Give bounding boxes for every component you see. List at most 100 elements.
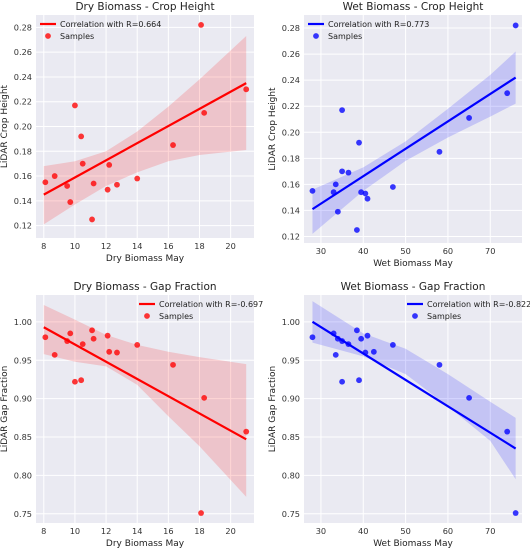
panel-4-sample-point: [339, 338, 345, 344]
panel-4-y-tick-label: 1.00: [282, 317, 300, 327]
panel-4-legend-point-swatch: [412, 313, 418, 319]
panel-3-x-tick-label: 10: [70, 526, 80, 536]
panel-1-sample-point: [64, 183, 71, 189]
panel-1-x-tick-label: 16: [163, 241, 173, 251]
panel-3-y-tick-label: 0.75: [14, 509, 32, 519]
panel-1-plot-content: [42, 22, 250, 225]
panel-4-confidence-band: [312, 301, 516, 480]
panel-4-legend-point-label: Samples: [427, 312, 461, 321]
panel-2-sample-point: [389, 184, 396, 190]
panel-1-x-tick-label: 14: [132, 241, 142, 251]
panel-3-legend-line-label: Correlation with R=-0.697: [159, 300, 263, 309]
panel-1-sample-point: [90, 180, 97, 187]
panel-3-legend: Correlation with R=-0.697 Samples: [139, 300, 263, 321]
panel-3-x-tick-label: 12: [101, 526, 111, 536]
panel-3-sample-point: [79, 341, 86, 348]
panel-1-sample-point: [79, 160, 86, 167]
panel-1-sample-point: [198, 22, 204, 28]
panel-2-legend-point-swatch: [313, 33, 319, 39]
panel-2-x-tick-label: 70: [485, 246, 495, 256]
panel-2-sample-point: [339, 107, 345, 114]
panel-1-sample-point: [106, 162, 113, 168]
panel-3-y-tick-label: 0.95: [14, 355, 32, 365]
panel-1-y-tick-label: 0.24: [14, 72, 32, 82]
panel-2-sample-point: [330, 189, 337, 196]
panel-1-x-tick-label: 8: [41, 241, 46, 251]
panel-1-confidence-band: [43, 36, 247, 225]
panel-4-x-tick-label: 60: [443, 526, 453, 536]
panel-4-x-tick-label: 30: [316, 526, 326, 536]
panel-3-x-axis-label: Dry Biomass May: [106, 539, 185, 549]
panel-3-sample-point: [201, 394, 208, 401]
panel-3-x-tick-label: 20: [225, 526, 235, 536]
panel-4-x-tick-label: 70: [485, 526, 495, 536]
panel-2-sample-point: [345, 169, 352, 176]
panel-2-sample-point: [504, 90, 511, 97]
panel-1-y-tick-label: 0.28: [14, 22, 32, 32]
panel-2-x-axis-label: Wet Biomass May: [373, 259, 453, 269]
panel-4-y-tick-label: 0.90: [282, 394, 300, 404]
panel-2-sample-point: [332, 181, 339, 188]
panel-4-sample-point: [332, 351, 339, 358]
panel-1-sample-point: [243, 86, 250, 93]
panel-2-y-tick-label: 0.12: [282, 231, 300, 241]
panel-4-y-tick-label: 0.95: [282, 355, 300, 365]
panel-1-sample-point: [104, 186, 111, 193]
panel-3-sample-point: [51, 351, 58, 358]
panel-2-plot-content: [309, 22, 519, 234]
panel-2-y-tick-label: 0.22: [282, 101, 300, 111]
panel-2-sample-point: [364, 195, 371, 202]
panel-1-sample-point: [134, 175, 141, 182]
panel-3-sample-point: [114, 349, 120, 356]
panel-2-sample-point: [354, 227, 360, 233]
panel-3-y-tick-label: 0.85: [14, 432, 32, 442]
panel-4-sample-point: [362, 349, 369, 356]
panel-2-sample-point: [512, 22, 519, 29]
panel-2-legend-point-label: Samples: [328, 32, 362, 41]
panel-4-y-tick-label: 0.80: [282, 470, 300, 480]
panel-4-legend-line-label: Correlation with R=-0.822: [427, 300, 530, 309]
panel-1-x-tick-label: 10: [70, 241, 80, 251]
panel-1-sample-point: [114, 181, 120, 188]
panel-2-sample-point: [334, 208, 341, 215]
panel-2-x-tick-label: 60: [443, 246, 453, 256]
panel-3-sample-point: [243, 428, 250, 435]
panel-4-sample-point: [358, 335, 365, 342]
panel-4-sample-point: [364, 332, 371, 339]
panel-4-y-tick-label: 0.75: [282, 509, 300, 519]
panel-3-sample-point: [67, 330, 74, 337]
panel-1-sample-point: [170, 142, 176, 148]
panel-4-sample-point: [330, 330, 337, 337]
panel-1-y-tick-label: 0.20: [14, 122, 32, 132]
panel-3-y-tick-label: 0.90: [14, 394, 32, 404]
panel-2-sample-point: [362, 190, 369, 197]
panel-2-y-axis-label: LiDAR Crop Height: [268, 87, 278, 171]
panel-3-x-tick-label: 8: [41, 526, 46, 536]
panel-1-y-tick-label: 0.22: [14, 97, 32, 107]
panel-1-legend-point-swatch: [45, 33, 51, 39]
panel-4-sample-point: [466, 394, 472, 401]
panel-1-sample-point: [67, 199, 74, 205]
panel-2-sample-point: [339, 168, 345, 175]
panel-1-sample-point: [42, 179, 49, 186]
panel-3-regression-line: [43, 326, 247, 441]
panel-4-x-axis-label: Wet Biomass May: [373, 539, 453, 549]
panel-2-sample-point: [356, 139, 362, 146]
panel-1-legend-point-label: Samples: [60, 32, 94, 41]
panel-3-sample-point: [64, 338, 71, 344]
panel-1-x-tick-label: 20: [225, 241, 235, 251]
panel-4: 30 40 50 60 70 0.75 0.80 0.85 0.90 0.95 1.00 Wet Bi…: [268, 281, 530, 549]
panel-1-y-tick-label: 0.26: [14, 47, 32, 57]
panel-2-y-tick-label: 0.28: [282, 23, 300, 33]
panel-2: 30 40 50 60 70 0.12 0.14 0.16 0.18 0.20 0.22 0.24 0.…: [268, 1, 522, 269]
panel-4-sample-point: [389, 341, 396, 348]
panel-1-y-axis-label: LiDAR Crop Height: [0, 84, 10, 168]
panel-2-x-tick-label: 50: [400, 246, 410, 256]
panel-3-sample-point: [106, 348, 113, 355]
panel-4-legend: Correlation with R=-0.822 Samples: [407, 300, 530, 321]
panel-4-y-axis-label: LiDAR Gap Fraction: [268, 366, 278, 453]
panel-4-sample-point: [354, 327, 360, 334]
panel-3-legend-point-swatch: [144, 313, 150, 319]
panel-3-sample-point: [42, 334, 49, 341]
panel-3-sample-point: [198, 510, 204, 516]
